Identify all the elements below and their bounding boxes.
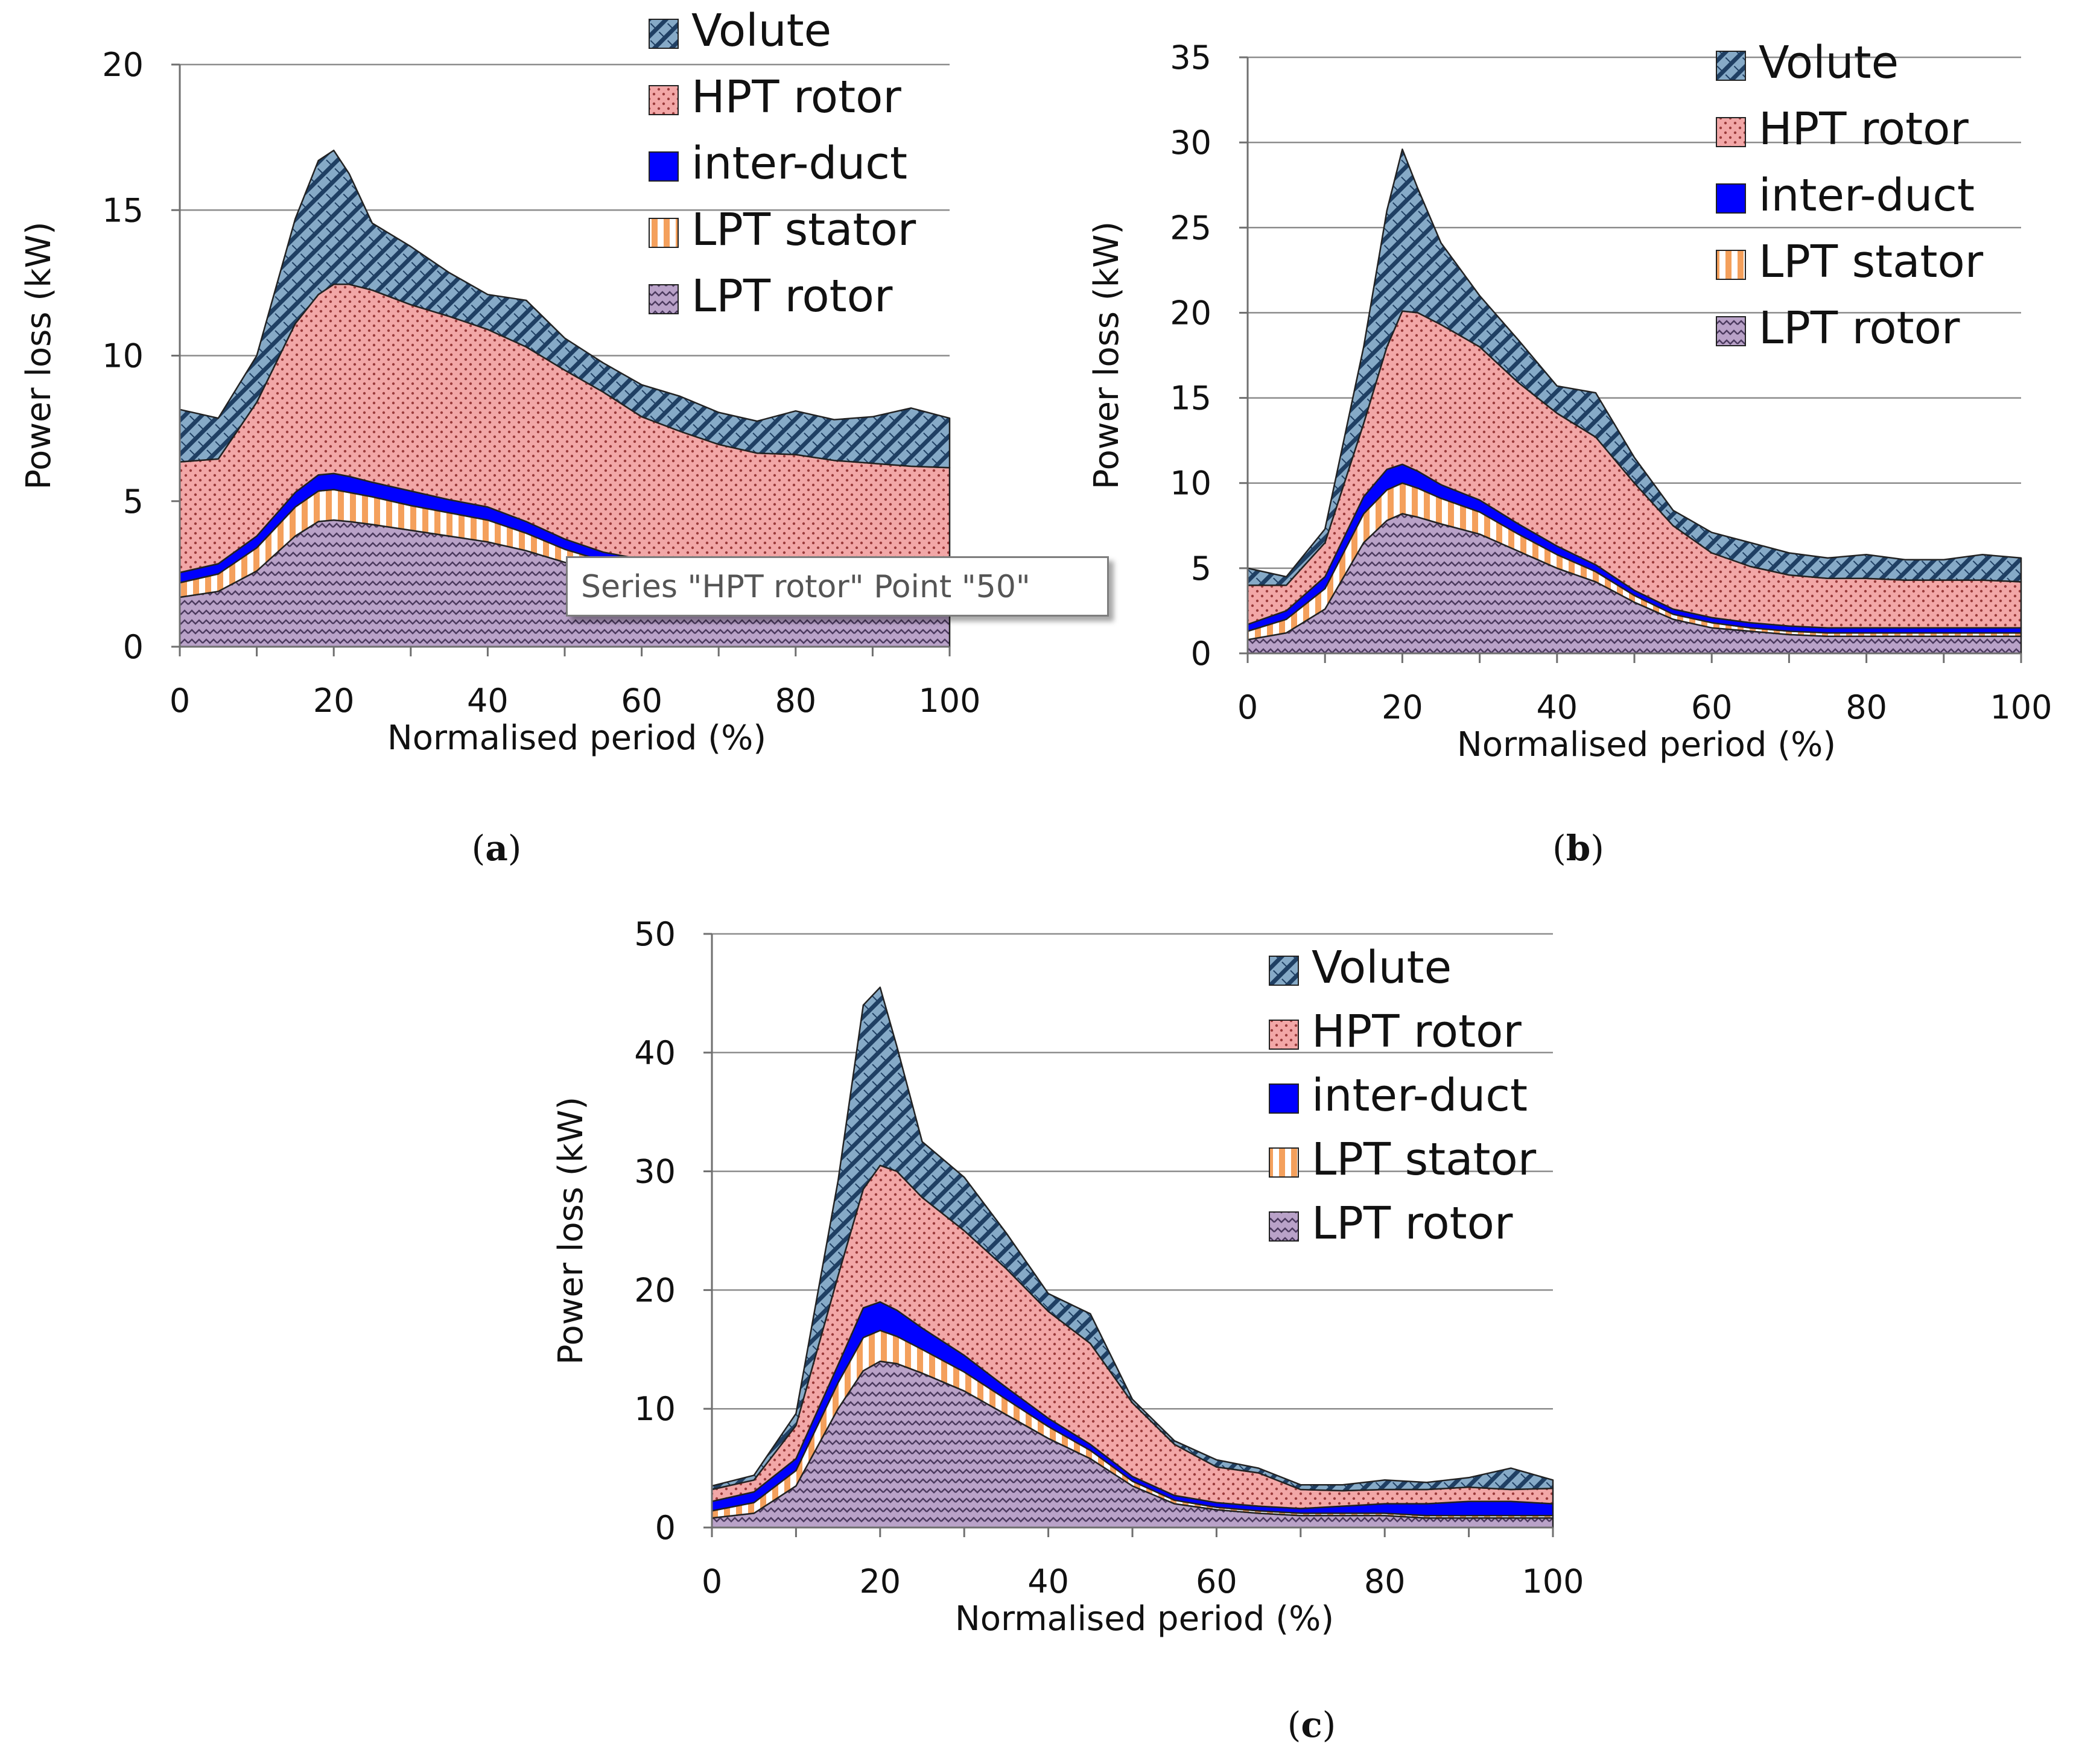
chart-panel-a: 0 5 10 15 20 0 20 40 60 80 100 Normalised period (%… <box>19 5 981 758</box>
y-tick-label-b-1: 5 <box>1191 550 1211 588</box>
y-tick-label-a-2: 10 <box>102 337 144 375</box>
legend-swatch-b-volute-icon <box>1716 51 1746 81</box>
caption-c: (c) <box>1287 1704 1336 1745</box>
legend-label-a-lpt-stator: LPT stator <box>691 204 916 256</box>
x-tick-label-c-0: 0 <box>702 1563 722 1601</box>
caption-letter-c: c <box>1301 1704 1322 1745</box>
area-c-volute <box>711 986 1554 1492</box>
area-a-volute <box>179 150 951 469</box>
y-tick-label-c-1: 10 <box>634 1390 676 1428</box>
y-tick-label-b-6: 30 <box>1170 124 1211 162</box>
x-tick-label-a-0: 0 <box>170 682 190 720</box>
chart-panel-b: 0 5 10 15 20 25 30 35 0 20 40 60 80 100 Normalised per… <box>1087 37 2052 764</box>
legend-swatch-c-lpt-rotor-icon <box>1269 1211 1299 1242</box>
legend-label-a-volute: Volute <box>691 5 831 57</box>
x-tick-label-a-5: 100 <box>918 682 980 720</box>
legend-label-a-inter-duct: inter-duct <box>691 138 907 189</box>
y-tick-label-a-0: 0 <box>123 628 144 666</box>
y-tick-label-b-0: 0 <box>1191 635 1211 673</box>
x-tick-label-b-4: 80 <box>1846 688 1887 726</box>
x-tick-label-c-1: 20 <box>859 1563 901 1601</box>
y-tick-label-c-4: 40 <box>634 1034 676 1072</box>
x-axis-title-a: Normalised period (%) <box>387 719 766 758</box>
y-tick-label-c-0: 0 <box>655 1509 676 1547</box>
y-tick-label-b-5: 25 <box>1170 209 1211 247</box>
legend-label-a-hpt-rotor: HPT rotor <box>691 71 901 123</box>
caption-b: (b) <box>1552 828 1604 869</box>
legend-swatch-c-volute-icon <box>1269 956 1299 986</box>
legend-swatch-a-hpt-rotor-icon <box>649 85 679 115</box>
legend-swatch-a-inter-duct-icon <box>649 151 679 182</box>
legend-label-b-volute: Volute <box>1759 37 1899 89</box>
chart-panel-c: 0 10 20 30 40 50 0 20 40 60 80 100 Normalised period… <box>551 915 1584 1639</box>
legend-label-b-inter-duct: inter-duct <box>1759 170 1975 221</box>
area-b-volute <box>1246 148 2022 586</box>
legend-label-c-hpt-rotor: HPT rotor <box>1312 1006 1522 1058</box>
x-tick-label-b-3: 60 <box>1691 688 1733 726</box>
x-tick-label-b-5: 100 <box>1990 688 2052 726</box>
x-tick-label-a-4: 80 <box>775 682 816 720</box>
x-tick-label-b-1: 20 <box>1382 688 1423 726</box>
legend-swatch-b-hpt-rotor-icon <box>1716 117 1746 147</box>
legend-label-b-lpt-stator: LPT stator <box>1759 236 1984 288</box>
legend-swatch-c-lpt-stator-icon <box>1269 1147 1299 1178</box>
y-tick-label-a-3: 15 <box>102 191 144 229</box>
x-tick-label-b-0: 0 <box>1237 688 1258 726</box>
y-tick-label-a-4: 20 <box>102 46 144 84</box>
y-tick-label-c-2: 20 <box>634 1271 676 1309</box>
legend-swatch-a-lpt-rotor-icon <box>649 284 679 314</box>
caption-letter-b: b <box>1566 828 1591 869</box>
y-tick-label-a-1: 5 <box>123 483 144 521</box>
x-axis-title-c: Normalised period (%) <box>955 1599 1334 1639</box>
y-tick-label-b-4: 20 <box>1170 294 1211 332</box>
legend-swatch-a-lpt-stator-icon <box>649 218 679 248</box>
y-tick-label-b-3: 15 <box>1170 379 1211 417</box>
x-axis-title-b: Normalised period (%) <box>1457 725 1836 764</box>
legend-swatch-a-volute-icon <box>649 19 679 49</box>
legend-label-c-volute: Volute <box>1312 942 1452 994</box>
legend-label-c-lpt-stator: LPT stator <box>1312 1134 1537 1185</box>
legend-swatch-c-hpt-rotor-icon <box>1269 1020 1299 1050</box>
legend-swatch-b-inter-duct-icon <box>1716 183 1746 214</box>
legend-label-b-lpt-rotor: LPT rotor <box>1759 302 1960 354</box>
hover-tooltip: Series "HPT rotor" Point "50" <box>566 556 1109 617</box>
y-tick-label-c-3: 30 <box>634 1153 676 1191</box>
caption-letter-a: a <box>485 828 508 869</box>
legend-label-c-inter-duct: inter-duct <box>1312 1070 1528 1122</box>
y-tick-label-b-2: 10 <box>1170 465 1211 503</box>
y-axis-title-a: Power loss (kW) <box>19 221 59 490</box>
legend-label-a-lpt-rotor: LPT rotor <box>691 270 893 322</box>
legend-label-c-lpt-rotor: LPT rotor <box>1312 1198 1513 1249</box>
x-tick-label-c-2: 40 <box>1027 1563 1069 1601</box>
x-tick-label-c-3: 60 <box>1196 1563 1237 1601</box>
legend-label-b-hpt-rotor: HPT rotor <box>1759 103 1969 155</box>
x-tick-label-c-5: 100 <box>1522 1563 1584 1601</box>
x-tick-label-b-2: 40 <box>1536 688 1578 726</box>
caption-a: (a) <box>471 828 522 869</box>
x-tick-label-a-1: 20 <box>313 682 355 720</box>
x-tick-label-c-4: 80 <box>1364 1563 1406 1601</box>
legend-swatch-c-inter-duct-icon <box>1269 1083 1299 1114</box>
x-tick-label-a-2: 40 <box>467 682 509 720</box>
legend-swatch-b-lpt-stator-icon <box>1716 250 1746 280</box>
y-axis-title-b: Power loss (kW) <box>1087 221 1126 490</box>
x-tick-label-a-3: 60 <box>621 682 662 720</box>
y-tick-label-b-7: 35 <box>1170 39 1211 77</box>
legend-swatch-b-lpt-rotor-icon <box>1716 316 1746 346</box>
y-axis-title-c: Power loss (kW) <box>551 1097 591 1365</box>
y-tick-label-c-5: 50 <box>634 915 676 953</box>
